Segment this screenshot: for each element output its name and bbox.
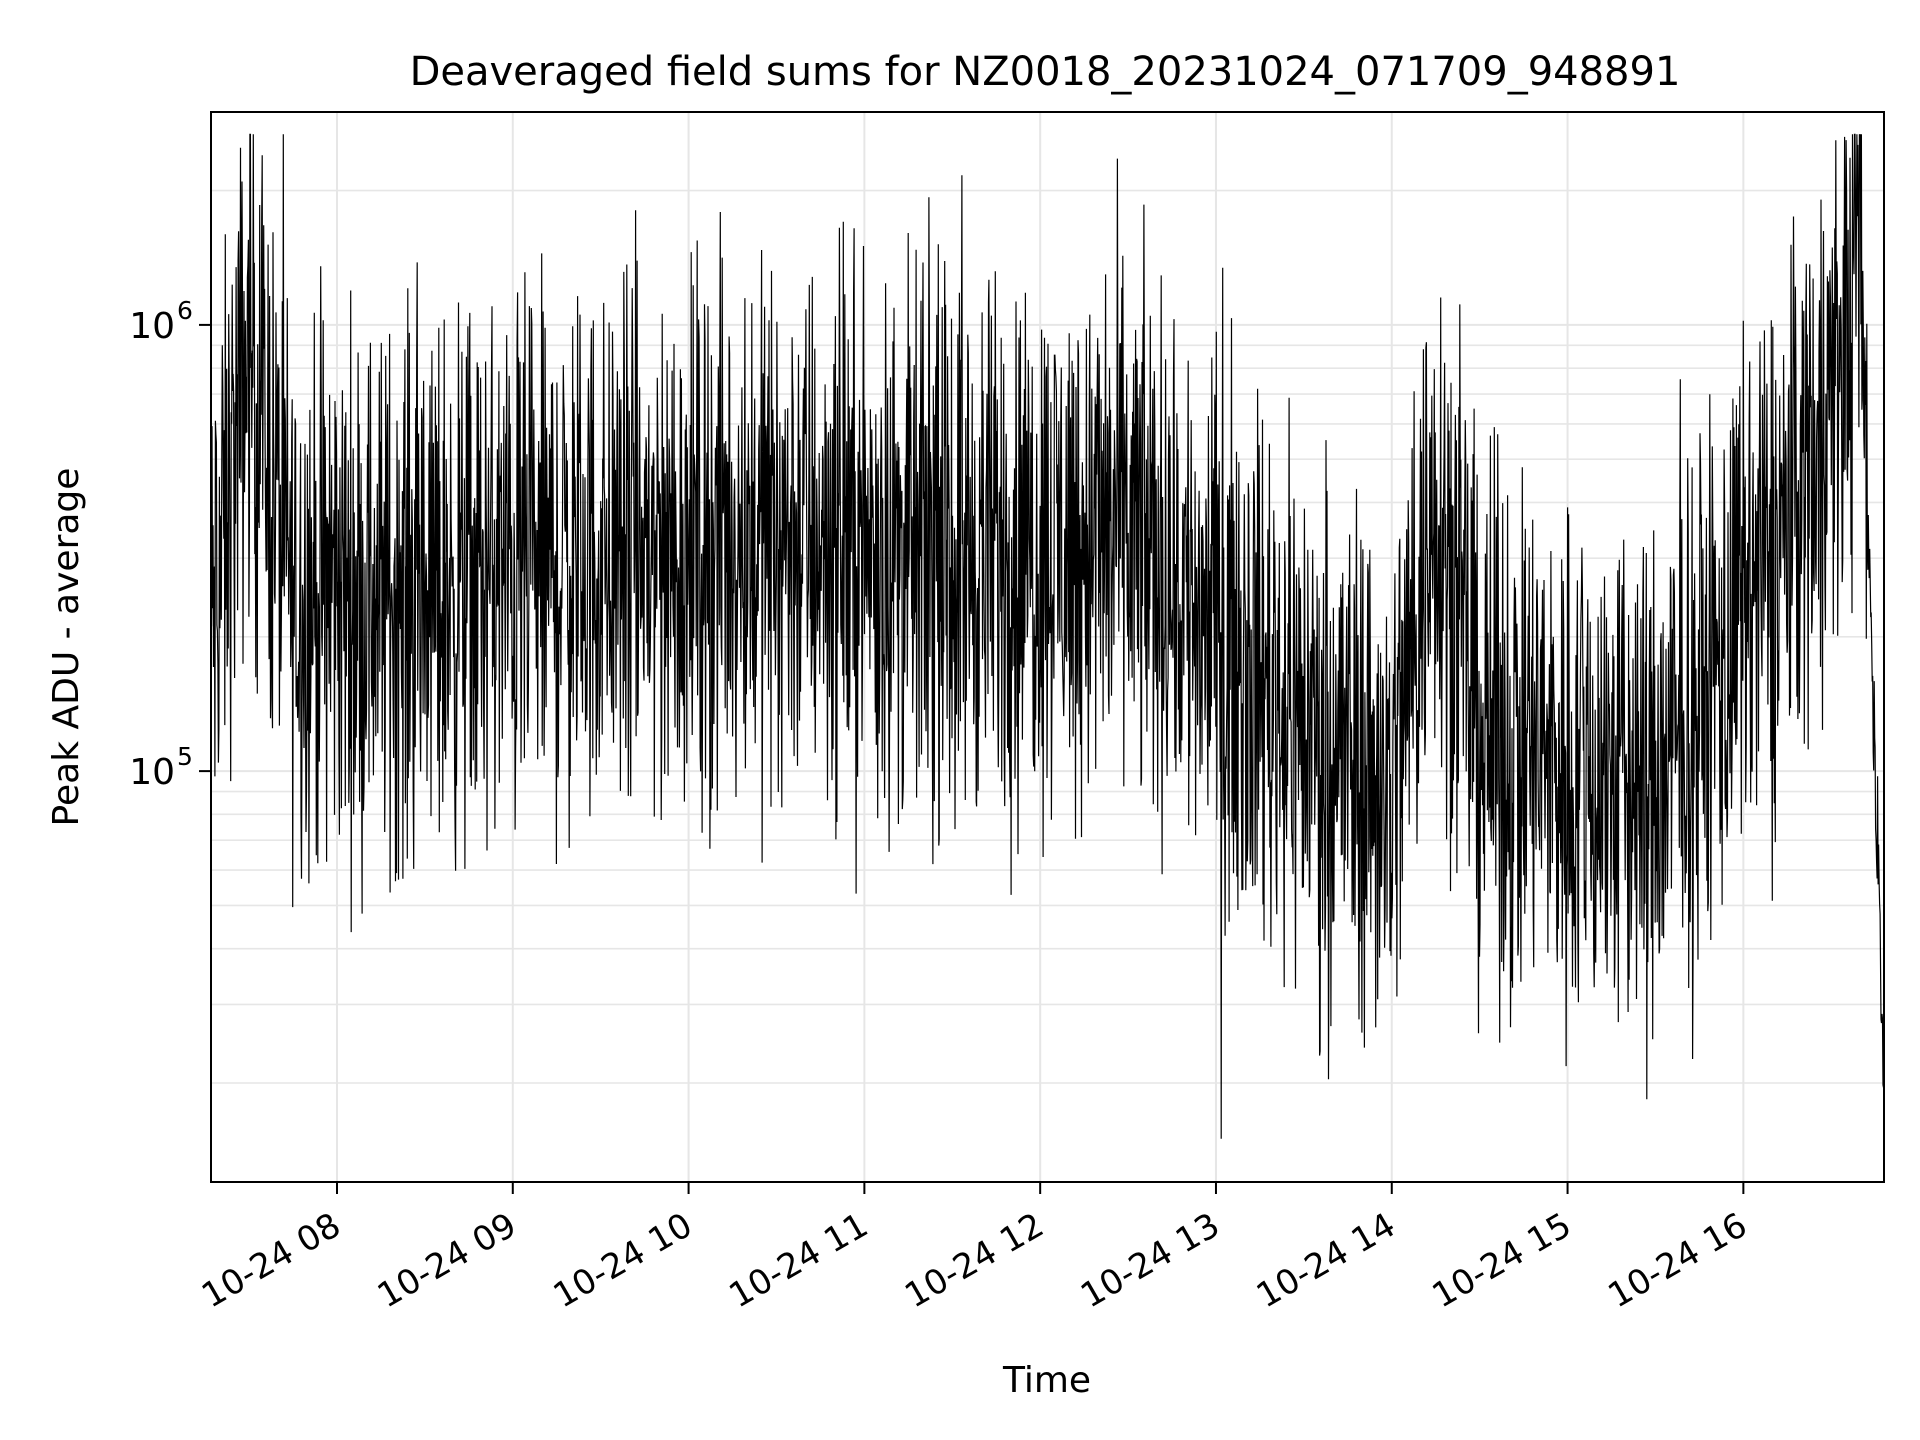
chart-title: Deaveraged field sums for NZ0018_2023102… xyxy=(410,49,1681,95)
y-axis-label: Peak ADU - average xyxy=(46,468,87,827)
plot-frame xyxy=(210,111,1885,1183)
data-series xyxy=(210,133,1885,1139)
y-tick-label: 10 xyxy=(129,306,175,347)
series-line xyxy=(210,133,1885,1139)
y-tick-label: 10 xyxy=(129,752,175,793)
y-tick-exponent: 5 xyxy=(177,742,193,771)
x-axis-label: Time xyxy=(1002,1360,1091,1401)
y-tick-exponent: 6 xyxy=(177,296,193,325)
